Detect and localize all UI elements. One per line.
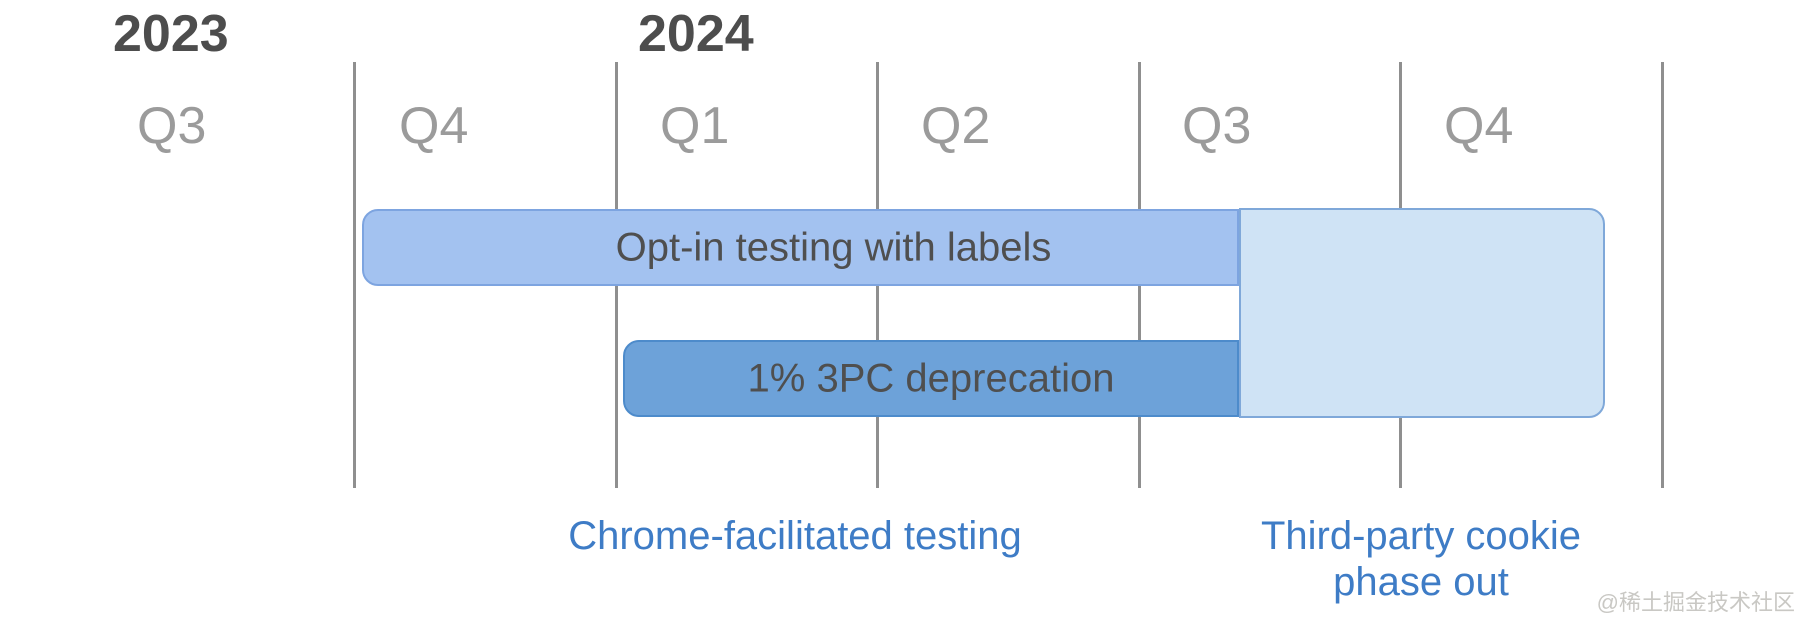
chrome-facilitated-testing-caption: Chrome-facilitated testing [568, 514, 1022, 558]
quarter-gridline [1661, 62, 1664, 488]
quarter-gridline [353, 62, 356, 488]
third-party-cookie-phaseout-caption: Third-party cookie phase out [1261, 513, 1581, 605]
year-label: 2024 [638, 5, 754, 63]
quarter-label: Q3 [1182, 97, 1252, 155]
quarter-label: Q3 [137, 97, 207, 155]
quarter-label: Q4 [399, 97, 469, 155]
optin-testing-bar-label: Opt-in testing with labels [615, 225, 1052, 269]
pc-deprecation-bar-label: 1% 3PC deprecation [747, 356, 1115, 400]
caption-line-1: Third-party cookie [1260, 514, 1582, 558]
quarter-label: Q2 [921, 97, 991, 155]
watermark: @稀土掘金技术社区 [1596, 590, 1795, 615]
year-label: 2023 [113, 5, 229, 63]
optin-testing-bar: Opt-in testing with labels [362, 209, 1239, 286]
pc-deprecation-bar: 1% 3PC deprecation [623, 340, 1239, 417]
caption-line-2: phase out [1333, 560, 1509, 604]
quarter-label: Q4 [1444, 97, 1514, 155]
quarter-label: Q1 [660, 97, 730, 155]
phaseout-region [1239, 208, 1605, 418]
